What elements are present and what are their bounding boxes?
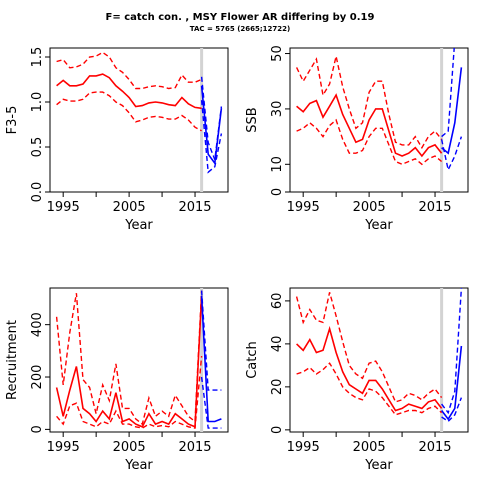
y-tick-label: 0.5 [30,137,45,158]
x-tick-label: 2005 [353,200,386,215]
projection-lower-ci [200,376,222,429]
series-upper-ci [55,290,203,426]
y-tick-label: 20 [270,379,285,396]
plot-frame [289,47,469,193]
x-tick-label: 2015 [418,440,451,455]
projection-median [440,345,463,421]
plot-frame [49,287,229,433]
y-tick-label: 0 [270,188,285,196]
x-tick-label: 1995 [287,440,320,455]
projection-median [441,67,463,155]
y-axis-label: F3-5 [5,106,20,135]
series-median [296,93,443,158]
y-tick-label: 1.0 [30,92,45,113]
x-axis-label: Year [364,458,393,473]
x-tick-label: 2015 [178,200,211,215]
y-axis-label: SSB [245,107,260,132]
panel-recruitment: 1995 2005 2015 0 200 400 Year Recruitment [5,287,229,473]
y-tick-label: 400 [30,312,45,337]
plot-frame [289,287,469,433]
x-tick-label: 1995 [47,200,80,215]
data-layer [295,288,463,432]
x-tick-label: 2015 [418,200,451,215]
x-axis-label: Year [124,458,153,473]
y-tick-label: 0 [270,426,285,434]
panel-catch: 1995 2005 2015 0 20 40 60 Year Catch [245,287,469,473]
series-lower-ci [56,91,202,132]
x-tick-label: 2005 [113,440,146,455]
projection-upper-ci [441,48,455,138]
projection-upper-ci [200,76,223,160]
projection-median [200,85,223,166]
series-lower-ci [296,362,443,416]
y-tick-label: 60 [270,293,285,310]
series-median [56,73,202,110]
y-tick-label: 10 [270,156,285,173]
y-tick-label: 0 [30,425,45,433]
projection-lower-ci [441,397,463,423]
y-axis-label: Catch [245,341,260,379]
data-layer [56,48,223,192]
data-layer [295,48,463,192]
panel-ssb: 1995 2005 2015 0 10 30 50 Year SSB [245,45,469,233]
x-tick-label: 1995 [287,200,320,215]
y-tick-label: 40 [270,336,285,353]
projection-median [200,295,222,423]
x-axis-label: Year [364,218,393,233]
plot-frame [49,47,229,193]
x-tick-label: 1995 [47,440,80,455]
series-upper-ci [56,51,202,90]
x-tick-label: 2005 [113,200,146,215]
y-tick-label: 1.5 [30,47,45,68]
figure-title: F= catch con. , MSY Flower AR differing … [106,12,375,23]
series-upper-ci [295,56,443,150]
projection-lower-ci [200,100,223,174]
x-tick-label: 2005 [353,440,386,455]
series-lower-ci [296,118,443,166]
y-tick-label: 200 [30,365,45,390]
y-tick-label: 50 [270,45,285,62]
data-layer [55,288,222,432]
projection-lower-ci [440,136,463,172]
y-tick-label: 30 [270,101,285,118]
series-median [296,325,443,412]
x-axis-label: Year [124,218,153,233]
projection-upper-ci [441,288,463,415]
panel-fbar: 1995 2005 2015 0.0 0.5 1.0 1.5 Year F3-5 [5,47,229,233]
projection-upper-ci [200,290,222,391]
series-upper-ci [295,292,443,403]
y-axis-label: Recruitment [5,320,20,400]
figure-subtitle: TAC = 5765 (2665;12722) [190,25,290,33]
y-tick-label: 0.0 [30,182,45,203]
x-tick-label: 2015 [178,440,211,455]
series-lower-ci [56,356,203,429]
series-median [55,295,203,428]
